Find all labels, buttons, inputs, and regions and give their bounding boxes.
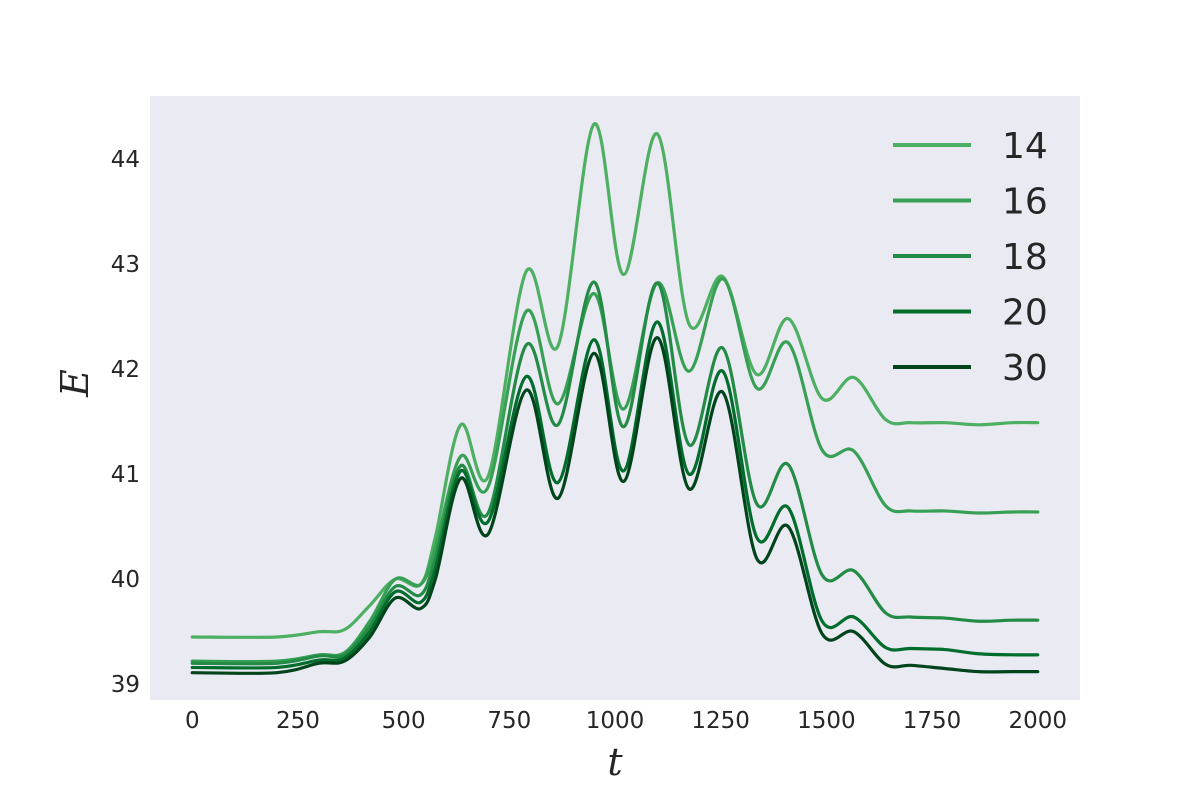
y-tick-label: 41 [111,462,140,488]
y-tick-label: 43 [111,252,140,278]
legend-item-18: 18 [893,237,1048,278]
legend-label: 20 [1002,293,1048,334]
legend-label: 14 [1002,126,1048,167]
x-tick-label: 1500 [797,708,856,734]
series-lines [190,122,1040,675]
legend-item-30: 30 [893,348,1048,389]
y-axis-ticks: 39 40 41 42 43 44 [111,147,140,698]
x-tick-label: 1000 [586,708,645,734]
x-tick-label: 250 [276,708,320,734]
series-line-16 [190,277,1040,664]
series-line-30 [190,335,1040,675]
y-tick-label: 44 [111,147,140,173]
x-tick-label: 1750 [903,708,962,734]
legend-label: 30 [1002,348,1048,389]
x-tick-label: 0 [185,708,200,734]
legend: 14 16 18 20 30 [893,126,1048,389]
y-axis-label: E [53,369,97,398]
x-tick-label: 750 [487,708,531,734]
legend-item-14: 14 [893,126,1048,167]
legend-label: 16 [1002,182,1048,223]
x-tick-label: 500 [382,708,426,734]
y-tick-label: 42 [111,357,140,383]
legend-item-20: 20 [893,293,1048,334]
legend-label: 18 [1002,237,1048,278]
x-axis-label: t [607,740,623,784]
y-tick-label: 39 [111,672,140,698]
series-line-20 [190,320,1040,670]
legend-item-16: 16 [893,182,1048,223]
x-tick-label: 1250 [691,708,750,734]
y-tick-label: 40 [111,567,140,593]
series-line-18 [190,280,1040,666]
x-tick-label: 2000 [1008,708,1067,734]
x-axis-ticks: 0 250 500 750 1000 1250 1500 1750 2000 [185,708,1067,734]
